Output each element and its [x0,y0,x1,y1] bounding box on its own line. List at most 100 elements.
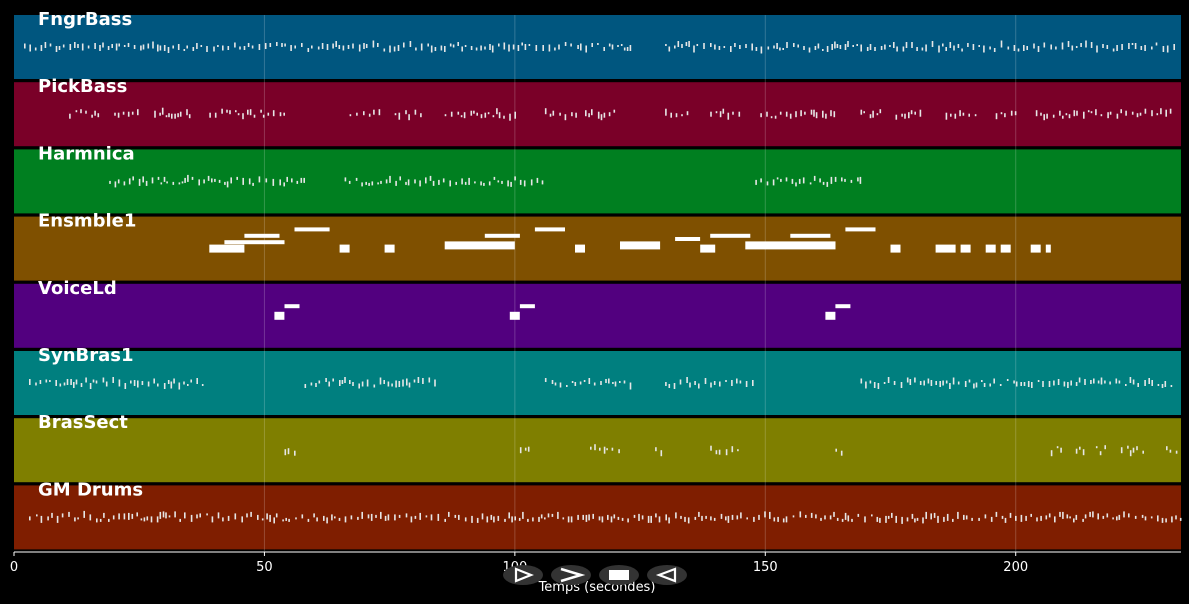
note-block [710,233,751,238]
note-mark [978,45,980,47]
note-mark [623,380,626,384]
note-mark [810,109,813,115]
note-mark [813,175,816,181]
note-block [835,304,851,309]
note-mark [407,179,410,186]
note-mark [138,178,141,186]
note-mark [514,176,516,181]
note-mark [438,179,440,185]
note-mark [825,113,827,119]
note-mark [694,516,697,520]
note-mark [398,514,401,518]
note-mark [967,43,969,47]
note-mark [611,44,614,50]
note-mark [562,517,565,520]
note-mark [97,113,100,118]
note-mark [85,110,87,114]
note-mark [714,44,716,50]
note-mark [1125,110,1127,116]
note-mark [174,511,176,518]
note-mark [207,175,210,181]
note-mark [610,516,613,523]
note-mark [1106,45,1109,49]
note-mark [213,46,215,52]
track-harmnica: Harmnica [14,143,1181,214]
note-mark [524,44,527,50]
note-mark [440,45,443,51]
note-mark [528,44,531,46]
note-mark [284,43,286,47]
note-block [825,311,836,320]
note-mark [575,112,577,118]
note-mark [919,381,922,385]
note-mark [77,517,79,520]
note-mark [1065,113,1068,116]
note-mark [1015,515,1017,521]
note-mark [248,178,251,185]
note-mark [335,41,337,47]
note-mark [464,45,467,47]
note-mark [1095,109,1097,116]
note-mark [307,518,310,522]
note-mark [112,515,115,520]
note-mark [1139,112,1142,116]
note-mark [258,44,261,50]
next-button[interactable] [551,565,591,585]
note-mark [527,446,530,452]
note-mark [118,513,120,520]
note-block [845,227,876,232]
note-mark [350,515,353,520]
note-mark [1073,518,1075,523]
note-mark [688,41,690,47]
note-mark [1000,40,1003,48]
note-mark [673,383,676,389]
note-mark [905,42,908,48]
note-mark [655,447,657,452]
note-mark [901,516,903,524]
note-mark [974,114,977,117]
note-mark [1040,515,1042,521]
note-mark [177,44,180,50]
note-mark [857,177,859,182]
note-mark [833,111,836,118]
note-mark [808,47,811,53]
play-button[interactable] [503,565,543,585]
note-mark [959,110,961,117]
note-mark [142,176,144,183]
note-group [284,444,1178,457]
note-mark [509,113,511,121]
note-mark [206,46,208,52]
note-mark [146,516,149,521]
note-mark [1045,515,1048,520]
note-mark [1121,44,1123,50]
note-block [519,304,535,309]
note-mark [69,44,72,50]
note-mark [1109,381,1111,385]
note-mark [895,515,897,523]
note-mark [512,44,515,50]
note-mark [585,514,588,522]
note-mark [710,111,712,117]
note-mark [475,47,478,51]
note-mark [186,109,188,116]
note-mark [791,178,794,184]
note-mark [341,380,344,384]
note-mark [239,46,241,50]
note-mark [519,179,522,185]
note-mark [496,108,498,115]
note-mark [995,511,998,517]
note-mark [782,48,784,50]
note-mark [1127,445,1129,449]
stop-button[interactable] [599,565,639,585]
note-mark [63,382,66,386]
note-mark [621,517,624,521]
note-mark [366,379,369,387]
note-mark [1075,382,1078,386]
note-mark [196,43,198,49]
note-mark [1015,381,1018,387]
note-mark [408,382,411,388]
rewind-button[interactable] [647,565,687,585]
note-mark [863,111,865,114]
note-mark [865,381,867,389]
note-mark [420,43,423,51]
